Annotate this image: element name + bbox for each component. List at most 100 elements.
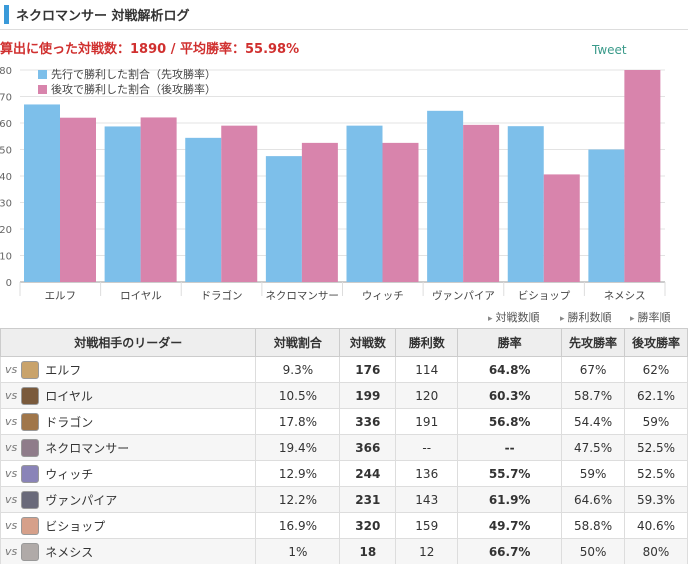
second-winrate-cell: 62%	[624, 356, 688, 383]
caret-right-icon: ▸	[630, 314, 635, 324]
leader-portrait-icon	[21, 490, 40, 509]
second-winrate-cell: 59%	[624, 408, 688, 435]
bar-first-2	[185, 137, 222, 282]
first-winrate-cell: 67%	[561, 356, 625, 383]
second-winrate-cell: 59.3%	[624, 486, 688, 513]
bar-first-4	[346, 125, 383, 283]
leader-cell[interactable]: vs ビショップ	[0, 512, 257, 539]
ratio-cell: 19.4%	[255, 434, 341, 461]
winrate-cell: 56.8%	[457, 408, 563, 435]
winrate-cell: 64.8%	[457, 356, 563, 383]
leader-cell[interactable]: vs ネメシス	[0, 538, 257, 564]
games-cell: 244	[339, 460, 397, 487]
leader-cell[interactable]: vs ロイヤル	[0, 382, 257, 409]
winrate-cell: 61.9%	[457, 486, 563, 513]
ratio-cell: 9.3%	[255, 356, 341, 383]
x-tick-label: ネメシス	[604, 290, 646, 302]
leader-name: ネクロマンサー	[45, 441, 130, 455]
leader-cell[interactable]: vs ネクロマンサー	[0, 434, 257, 461]
leader-cell[interactable]: vs ヴァンパイア	[0, 486, 257, 513]
col-header-second-winrate[interactable]: 後攻勝率	[624, 328, 688, 357]
ratio-cell: 16.9%	[255, 512, 341, 539]
vs-label: vs	[5, 415, 18, 428]
first-winrate-cell: 54.4%	[561, 408, 625, 435]
table-row: vs ビショップ 16.9% 320 159 49.7% 58.8% 40.6%	[0, 512, 688, 539]
second-winrate-cell: 52.5%	[624, 434, 688, 461]
winrate-cell: 66.7%	[457, 538, 563, 564]
first-winrate-cell: 58.7%	[561, 382, 625, 409]
col-header-first-winrate[interactable]: 先攻勝率	[561, 328, 625, 357]
sort-label: 対戦数順	[495, 311, 540, 324]
vs-label: vs	[5, 389, 18, 402]
wins-cell: 159	[395, 512, 459, 539]
games-cell: 366	[339, 434, 397, 461]
second-winrate-cell: 62.1%	[624, 382, 688, 409]
y-tick-label: 10	[0, 252, 12, 263]
first-winrate-cell: 59%	[561, 460, 625, 487]
matchup-table: 対戦相手のリーダー 対戦割合 対戦数 勝利数 勝率 先攻勝率 後攻勝率 vs エル…	[0, 328, 688, 564]
leader-cell[interactable]: vs エルフ	[0, 356, 257, 383]
bar-second-4	[382, 142, 419, 282]
page-header: ネクロマンサー 対戦解析ログ	[0, 0, 688, 30]
y-tick-label: 20	[0, 225, 12, 236]
first-winrate-cell: 50%	[561, 538, 625, 564]
vs-label: vs	[5, 519, 18, 532]
table-row: vs ドラゴン 17.8% 336 191 56.8% 54.4% 59%	[0, 408, 688, 435]
leader-name: ウィッチ	[45, 467, 94, 481]
col-header-ratio[interactable]: 対戦割合	[255, 328, 341, 357]
games-cell: 231	[339, 486, 397, 513]
y-tick-label: 70	[0, 93, 12, 104]
wins-cell: 12	[395, 538, 459, 564]
header-accent-bar	[4, 5, 9, 24]
x-tick-label: ウィッチ	[362, 290, 404, 302]
bar-first-7	[588, 149, 625, 282]
legend-label: 先行で勝利した割合（先攻勝率）	[51, 67, 216, 81]
bar-first-5	[427, 110, 464, 282]
leader-portrait-icon	[21, 438, 40, 457]
col-header-wins[interactable]: 勝利数	[395, 328, 459, 357]
table-row: vs エルフ 9.3% 176 114 64.8% 67% 62%	[0, 356, 688, 383]
second-winrate-cell: 80%	[624, 538, 688, 564]
bar-second-6	[543, 174, 580, 282]
bar-second-1	[140, 117, 177, 282]
leader-name: ドラゴン	[45, 415, 94, 429]
games-cell: 199	[339, 382, 397, 409]
leader-portrait-icon	[21, 464, 40, 483]
vs-label: vs	[5, 493, 18, 506]
x-tick-label: ロイヤル	[120, 290, 162, 302]
wins-cell: 136	[395, 460, 459, 487]
leader-cell[interactable]: vs ドラゴン	[0, 408, 257, 435]
sort-by-winrate-link[interactable]: ▸ 勝率順	[630, 309, 671, 325]
legend-swatch	[38, 85, 47, 94]
wins-cell: 120	[395, 382, 459, 409]
bar-first-1	[104, 126, 141, 282]
table-row: vs ロイヤル 10.5% 199 120 60.3% 58.7% 62.1%	[0, 382, 688, 409]
sort-label: 勝率順	[637, 311, 671, 324]
leader-name: ロイヤル	[45, 389, 93, 403]
col-header-leader[interactable]: 対戦相手のリーダー	[0, 328, 257, 357]
wins-cell: 114	[395, 356, 459, 383]
leader-cell[interactable]: vs ウィッチ	[0, 460, 257, 487]
table-row: vs ネクロマンサー 19.4% 366 -- -- 47.5% 52.5%	[0, 434, 688, 461]
games-cell: 336	[339, 408, 397, 435]
x-tick-label: ネクロマンサー	[265, 290, 339, 302]
y-tick-label: 60	[0, 119, 12, 130]
tweet-button[interactable]: Tweet	[592, 43, 627, 57]
bar-second-7	[624, 70, 661, 282]
col-header-games[interactable]: 対戦数	[339, 328, 397, 357]
table-row: vs ヴァンパイア 12.2% 231 143 61.9% 64.6% 59.3%	[0, 486, 688, 513]
second-winrate-cell: 52.5%	[624, 460, 688, 487]
sort-by-wins-link[interactable]: ▸ 勝利数順	[560, 309, 612, 325]
table-header-row: 対戦相手のリーダー 対戦割合 対戦数 勝利数 勝率 先攻勝率 後攻勝率	[0, 328, 688, 357]
first-winrate-cell: 58.8%	[561, 512, 625, 539]
legend-swatch	[38, 70, 47, 79]
wins-cell: 143	[395, 486, 459, 513]
sort-label: 勝利数順	[567, 311, 612, 324]
leader-portrait-icon	[21, 386, 40, 405]
wins-cell: 191	[395, 408, 459, 435]
ratio-cell: 10.5%	[255, 382, 341, 409]
winrate-cell: 60.3%	[457, 382, 563, 409]
sort-by-games-link[interactable]: ▸ 対戦数順	[488, 309, 540, 325]
table-row: vs ネメシス 1% 18 12 66.7% 50% 80%	[0, 538, 688, 564]
col-header-winrate[interactable]: 勝率	[457, 328, 563, 357]
